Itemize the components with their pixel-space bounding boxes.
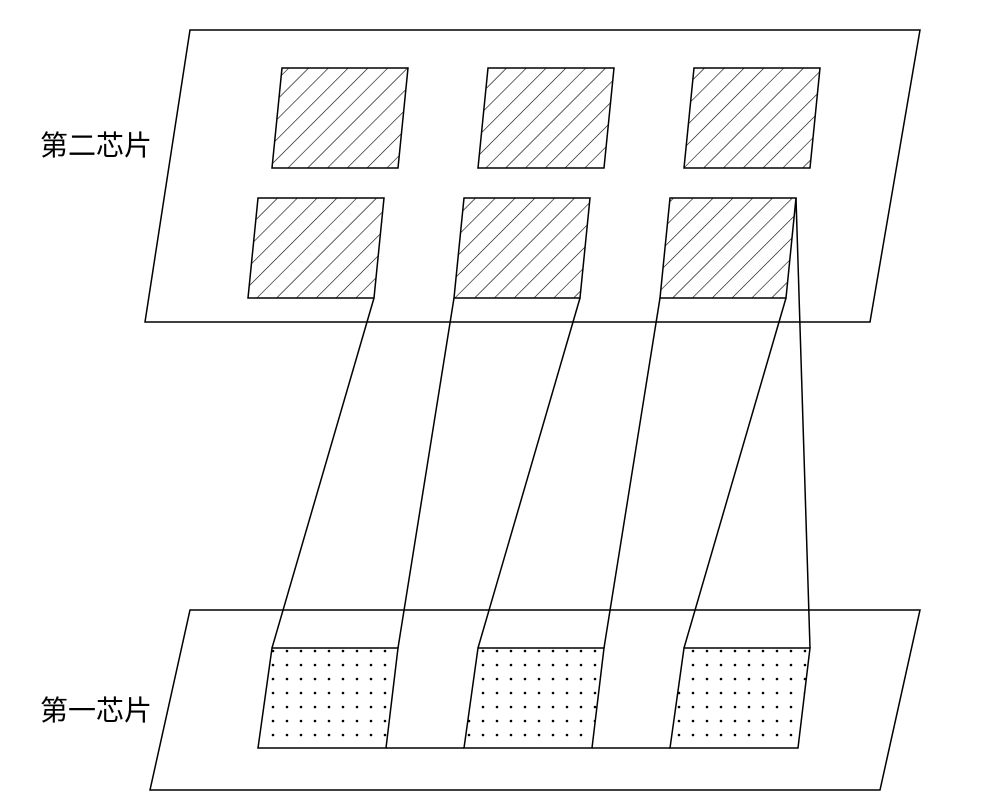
chip1-label: 第一芯片: [40, 695, 152, 726]
chip2-pad: [272, 68, 408, 168]
connector-line: [604, 298, 660, 648]
chip1-pad: [464, 648, 604, 748]
connector-line: [398, 298, 454, 648]
connector-line: [478, 298, 580, 648]
chip2-pad: [478, 68, 614, 168]
connector-line: [796, 198, 810, 648]
connector-line: [684, 298, 786, 648]
chip2-pad: [454, 198, 590, 298]
connector-line: [272, 298, 374, 648]
chip1-pad: [258, 648, 398, 748]
chip1-pad: [670, 648, 810, 748]
chip2-pad: [248, 198, 384, 298]
chip2-label: 第二芯片: [40, 130, 152, 161]
chip2-pad: [684, 68, 820, 168]
chip2-pad: [660, 198, 796, 298]
